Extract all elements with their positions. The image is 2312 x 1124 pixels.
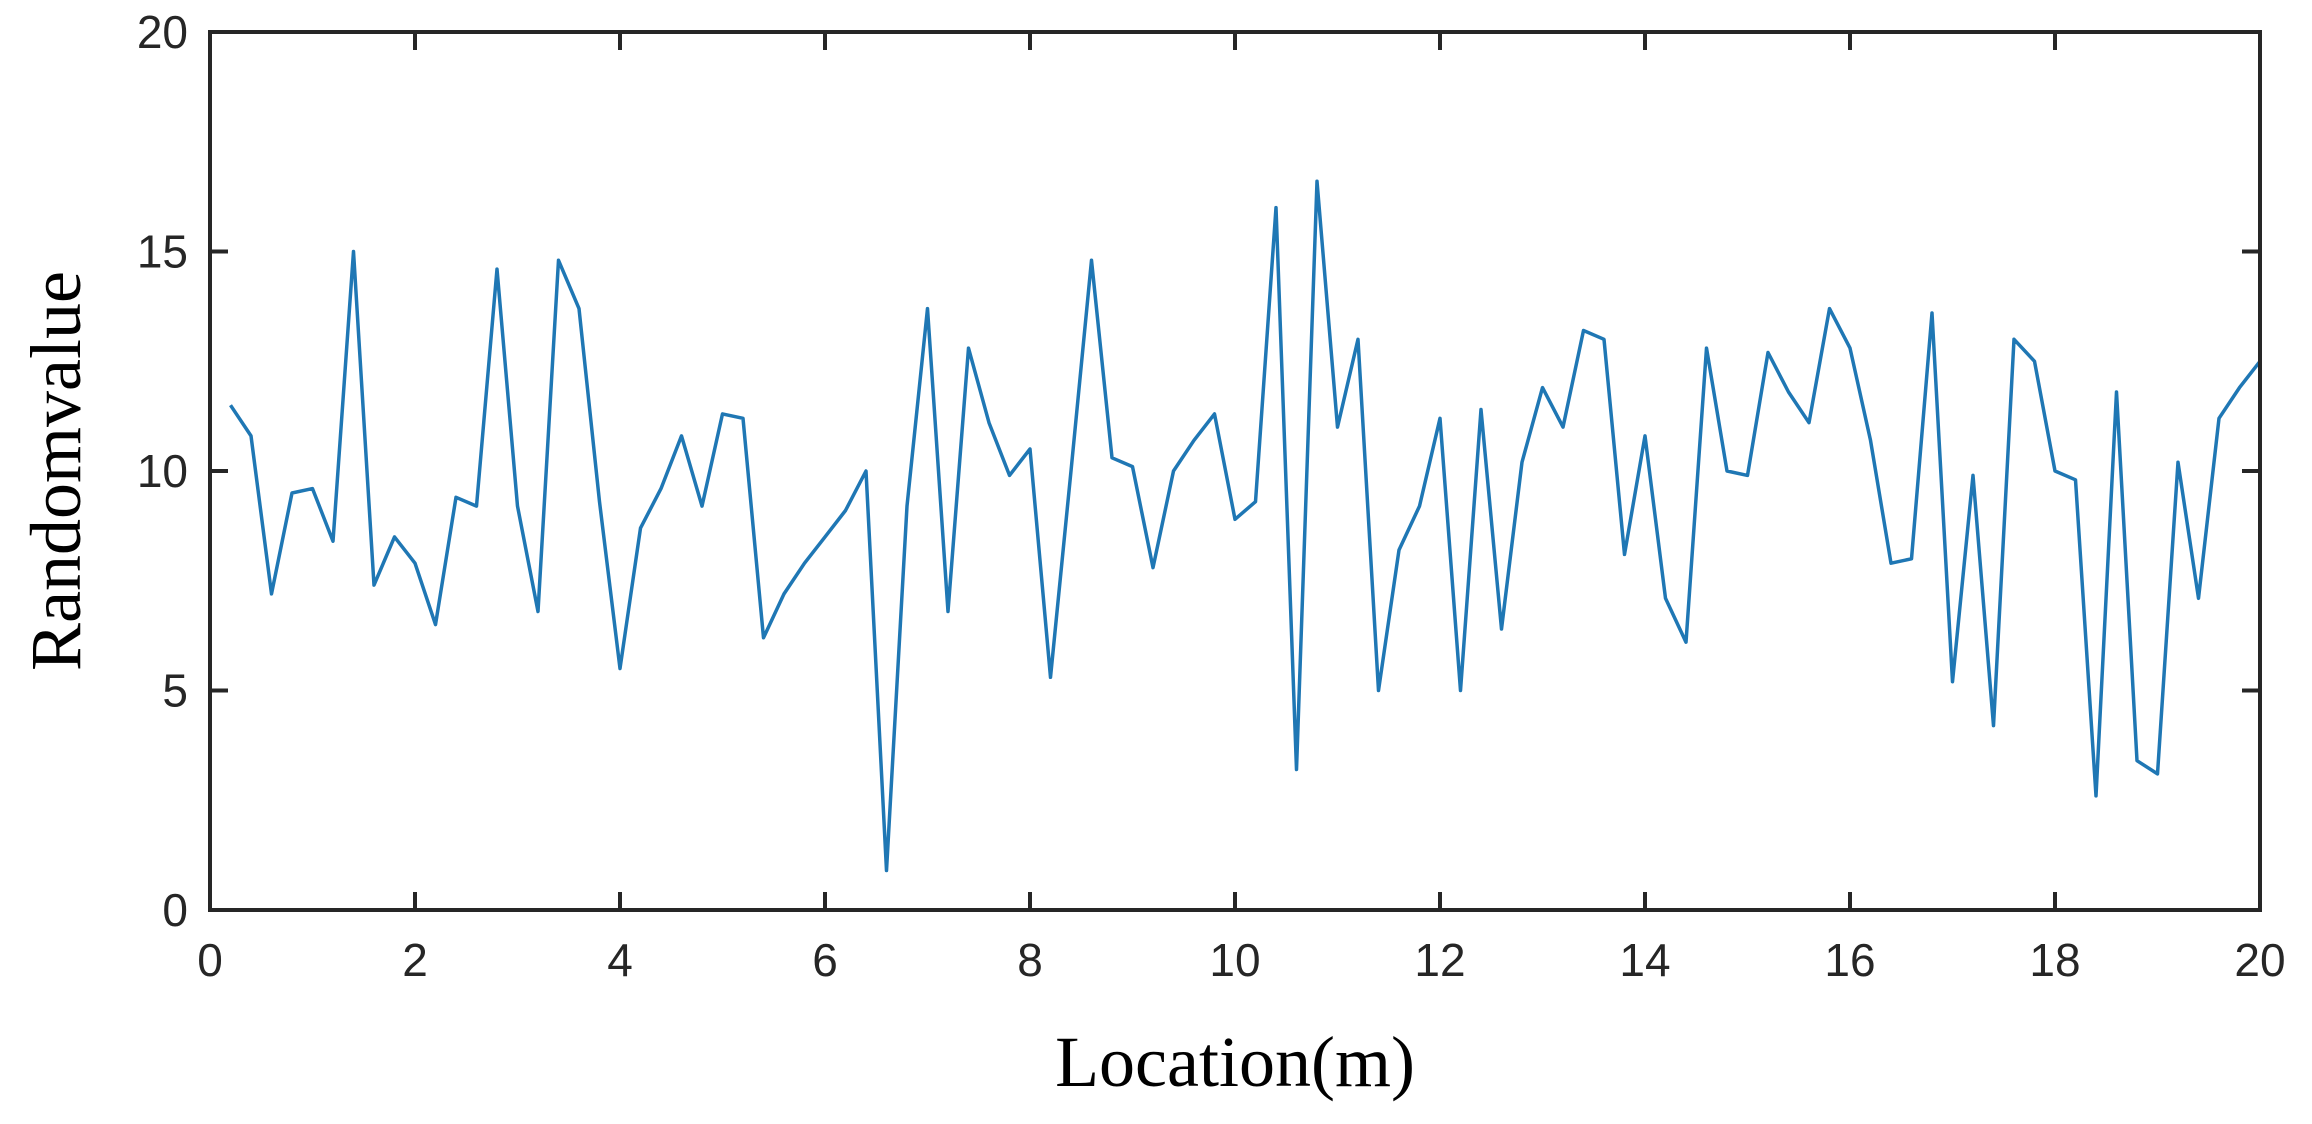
y-tick-label: 20 (137, 6, 188, 58)
x-tick-label: 16 (1824, 934, 1875, 986)
x-axis-label: Location(m) (1055, 1022, 1415, 1102)
x-tick-label: 10 (1209, 934, 1260, 986)
x-tick-label: 2 (402, 934, 428, 986)
x-tick-label: 18 (2029, 934, 2080, 986)
tick-labels: 0 2 4 6 8 10 12 14 16 18 20 0 5 10 15 20 (137, 6, 2286, 986)
x-tick-label: 12 (1414, 934, 1465, 986)
y-tick-label: 0 (162, 884, 188, 936)
x-tick-label: 0 (197, 934, 223, 986)
series-line (229, 179, 2262, 873)
axis-ticks (208, 30, 2262, 912)
y-axis-label: Randomvalue (16, 271, 96, 671)
x-tick-label: 14 (1619, 934, 1670, 986)
x-tick-label: 20 (2234, 934, 2285, 986)
plot-area-frame (208, 30, 2262, 912)
y-tick-label: 5 (162, 665, 188, 717)
x-tick-label: 6 (812, 934, 838, 986)
y-tick-label: 15 (137, 226, 188, 278)
x-tick-label: 8 (1017, 934, 1043, 986)
x-tick-label: 4 (607, 934, 633, 986)
y-tick-label: 10 (137, 445, 188, 497)
